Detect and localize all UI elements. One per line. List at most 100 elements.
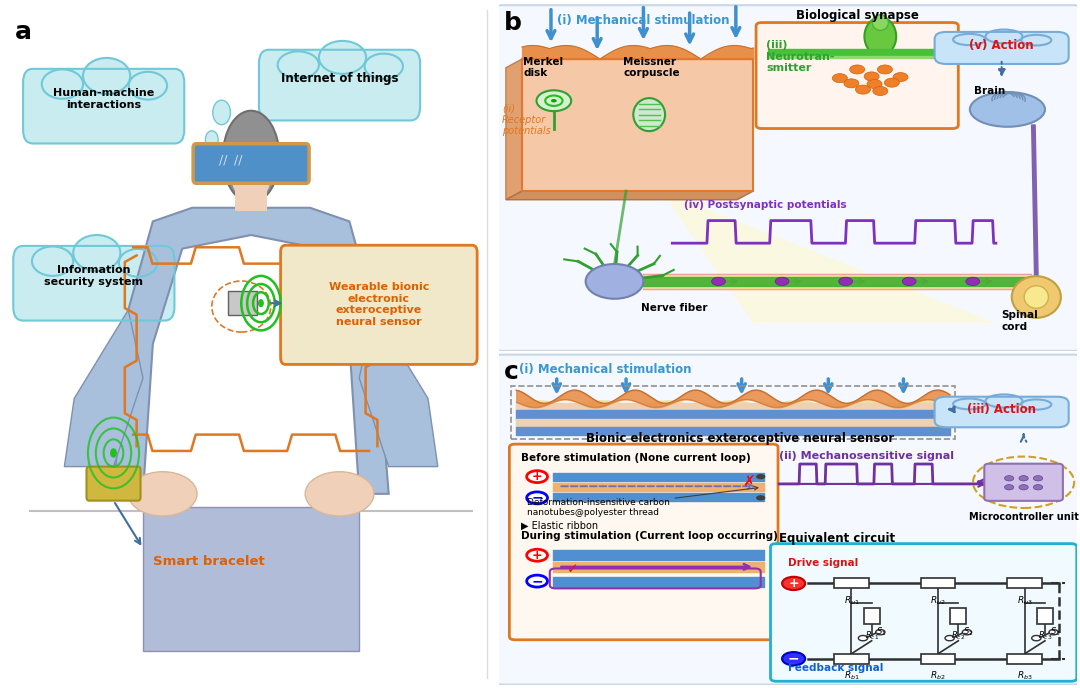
Circle shape	[110, 448, 117, 458]
Ellipse shape	[129, 72, 167, 100]
Ellipse shape	[716, 400, 751, 409]
Text: $S_2$: $S_2$	[963, 626, 973, 638]
Ellipse shape	[970, 92, 1045, 127]
Ellipse shape	[954, 34, 985, 45]
Text: ✗: ✗	[742, 475, 755, 491]
Ellipse shape	[1012, 276, 1061, 318]
Text: $R_{b1}$: $R_{b1}$	[843, 669, 860, 682]
FancyBboxPatch shape	[948, 40, 1055, 47]
Ellipse shape	[1022, 35, 1051, 45]
Circle shape	[258, 299, 264, 308]
Circle shape	[859, 636, 867, 641]
Text: Human-machine
interactions: Human-machine interactions	[53, 88, 154, 109]
FancyBboxPatch shape	[228, 291, 257, 315]
Bar	[1037, 608, 1053, 624]
Text: //: //	[234, 153, 242, 166]
Polygon shape	[113, 208, 389, 494]
Circle shape	[782, 577, 806, 590]
Circle shape	[537, 90, 571, 111]
Circle shape	[873, 87, 888, 96]
Text: Spinal
cord: Spinal cord	[1001, 310, 1038, 332]
Ellipse shape	[780, 400, 814, 409]
Circle shape	[527, 492, 548, 504]
Circle shape	[213, 100, 230, 125]
Text: Meissner
corpuscle: Meissner corpuscle	[623, 57, 679, 78]
Text: $S_3$: $S_3$	[1050, 626, 1061, 638]
Bar	[522, 59, 753, 191]
FancyBboxPatch shape	[510, 444, 778, 640]
Text: (ii)
Receptor
potentials: (ii) Receptor potentials	[502, 103, 551, 136]
Ellipse shape	[319, 41, 366, 74]
Ellipse shape	[586, 400, 621, 409]
Circle shape	[966, 277, 980, 286]
FancyBboxPatch shape	[193, 144, 309, 183]
FancyBboxPatch shape	[984, 464, 1063, 501]
Bar	[235, 174, 267, 211]
Circle shape	[1004, 484, 1014, 490]
Text: Before stimulation (None current loop): Before stimulation (None current loop)	[521, 453, 751, 463]
Text: (i) Mechanical stimulation: (i) Mechanical stimulation	[519, 363, 691, 376]
Circle shape	[197, 160, 207, 174]
Circle shape	[1020, 475, 1028, 481]
Text: $R_{u1}$: $R_{u1}$	[843, 594, 860, 607]
Circle shape	[876, 630, 885, 635]
Circle shape	[855, 85, 870, 94]
Text: $R_{c1}$: $R_{c1}$	[865, 630, 879, 643]
Ellipse shape	[651, 400, 686, 409]
Ellipse shape	[909, 400, 944, 409]
Circle shape	[867, 80, 882, 89]
FancyBboxPatch shape	[13, 246, 175, 321]
Text: $R_{c2}$: $R_{c2}$	[951, 630, 966, 643]
Text: Wearable bionic
electronic
exteroceptive
neural sensor: Wearable bionic electronic exteroceptive…	[328, 282, 429, 327]
Polygon shape	[65, 310, 143, 466]
FancyBboxPatch shape	[259, 50, 420, 120]
FancyBboxPatch shape	[770, 544, 1077, 681]
Bar	[950, 608, 967, 624]
FancyBboxPatch shape	[281, 245, 477, 365]
Text: ▶ Elastic ribbon: ▶ Elastic ribbon	[521, 521, 598, 530]
Text: $S_1$: $S_1$	[876, 626, 887, 638]
FancyBboxPatch shape	[26, 262, 162, 280]
Circle shape	[782, 652, 806, 665]
Text: $R_{b2}$: $R_{b2}$	[930, 669, 946, 682]
Ellipse shape	[985, 30, 1023, 43]
Text: Merkel
disk: Merkel disk	[523, 57, 564, 78]
Circle shape	[902, 277, 916, 286]
Text: Smart bracelet: Smart bracelet	[153, 555, 265, 568]
Text: +: +	[531, 549, 542, 561]
Circle shape	[1034, 475, 1042, 481]
Text: −: −	[787, 652, 799, 666]
Ellipse shape	[864, 17, 896, 56]
Circle shape	[833, 74, 848, 83]
Ellipse shape	[1022, 400, 1051, 409]
FancyBboxPatch shape	[496, 354, 1080, 685]
Text: Biological synapse: Biological synapse	[796, 9, 919, 22]
Text: Internet of things: Internet of things	[281, 72, 399, 85]
Bar	[834, 579, 868, 588]
Text: $R_{c3}$: $R_{c3}$	[1038, 630, 1052, 643]
Ellipse shape	[633, 98, 665, 131]
Ellipse shape	[231, 153, 271, 201]
Text: (i) Mechanical stimulation: (i) Mechanical stimulation	[557, 14, 729, 28]
FancyBboxPatch shape	[496, 6, 1080, 351]
FancyBboxPatch shape	[86, 466, 140, 501]
Circle shape	[756, 474, 766, 480]
Circle shape	[1034, 484, 1042, 490]
Text: (iv) Postsynaptic potentials: (iv) Postsynaptic potentials	[684, 200, 847, 211]
Text: $R_{b3}$: $R_{b3}$	[1017, 669, 1032, 682]
Circle shape	[712, 277, 726, 286]
Circle shape	[205, 131, 218, 149]
Circle shape	[1020, 484, 1028, 490]
Ellipse shape	[83, 58, 131, 94]
Circle shape	[1049, 630, 1058, 635]
Bar	[921, 654, 956, 664]
FancyBboxPatch shape	[934, 397, 1069, 427]
Bar	[1008, 579, 1042, 588]
Text: c: c	[503, 361, 518, 384]
Polygon shape	[661, 191, 996, 323]
Bar	[1008, 654, 1042, 664]
Text: $R_{u2}$: $R_{u2}$	[930, 594, 946, 607]
Polygon shape	[505, 59, 522, 200]
Text: b: b	[503, 11, 522, 35]
Bar	[834, 654, 868, 664]
